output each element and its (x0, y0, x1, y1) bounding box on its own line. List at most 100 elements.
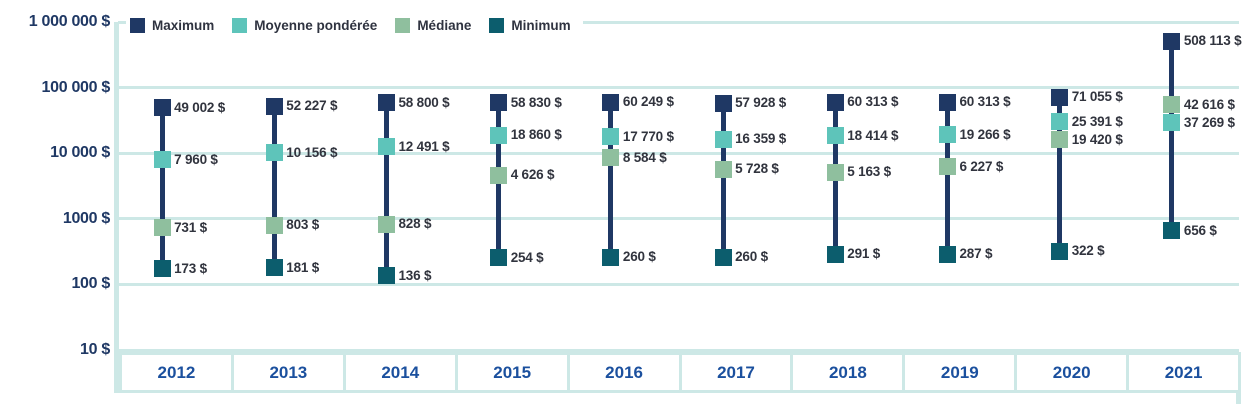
gridline (118, 151, 1239, 155)
year-cell-2013: 2013 (233, 355, 346, 390)
marker-mediane-2016 (602, 149, 620, 166)
y-axis-tick-label: 100 000 $ (41, 78, 111, 96)
legend-label: Maximum (152, 18, 215, 33)
legend-item-moyenne-ponderee: Moyenne pondérée (232, 18, 377, 33)
marker-moyenne-ponderee-2012 (153, 151, 171, 169)
year-cell-2020: 2020 (1017, 355, 1130, 390)
y-axis-tick-label: 100 $ (71, 275, 110, 293)
value-label-minimum-2021: 656 $ (1183, 222, 1217, 238)
marker-mediane-2013 (265, 216, 283, 234)
marker-maximum-2021 (1163, 32, 1181, 50)
value-label-moyenne-ponderee-2014: 12 491 $ (398, 138, 450, 154)
value-label-maximum-2017: 57 928 $ (735, 95, 787, 111)
marker-minimum-2015 (490, 249, 508, 267)
value-label-moyenne-ponderee-2018: 18 414 $ (847, 127, 899, 143)
legend-swatch-mediane (395, 18, 411, 33)
legend-swatch-minimum (489, 18, 505, 33)
value-label-maximum-2012: 49 002 $ (174, 99, 226, 115)
year-cell-2014: 2014 (345, 355, 458, 390)
marker-minimum-2018 (826, 245, 844, 263)
marker-mediane-2019 (939, 158, 956, 176)
value-label-minimum-2012: 173 $ (174, 260, 207, 276)
value-label-minimum-2013: 181 $ (286, 259, 320, 275)
year-cell-2018: 2018 (793, 355, 906, 390)
value-label-moyenne-ponderee-2019: 19 266 $ (959, 126, 1011, 142)
value-label-minimum-2018: 291 $ (847, 246, 881, 261)
value-label-mediane-2017: 5 728 $ (735, 161, 779, 177)
value-label-minimum-2017: 260 $ (735, 249, 768, 265)
marker-moyenne-ponderee-2014 (378, 138, 395, 156)
marker-maximum-2017 (714, 94, 732, 112)
candle-line-2020 (1057, 97, 1063, 251)
value-label-maximum-2021: 508 113 $ (1183, 33, 1242, 49)
marker-minimum-2012 (153, 260, 171, 278)
marker-moyenne-ponderee-2015 (490, 126, 508, 144)
legend-label: Minimum (511, 18, 571, 33)
marker-maximum-2019 (939, 93, 956, 111)
value-label-moyenne-ponderee-2020: 25 391 $ (1071, 113, 1123, 129)
legend-swatch-moyenne-ponderee (232, 18, 248, 33)
legend-swatch-maximum (130, 18, 145, 33)
value-label-mediane-2012: 731 $ (174, 219, 207, 235)
gridline (118, 348, 1239, 352)
marker-moyenne-ponderee-2013 (265, 144, 283, 162)
marker-minimum-2014 (378, 267, 395, 285)
legend-item-maximum: Maximum (130, 18, 214, 33)
value-label-maximum-2014: 58 800 $ (398, 94, 450, 110)
year-cell-2012: 2012 (122, 355, 234, 390)
marker-moyenne-ponderee-2016 (602, 128, 620, 146)
marker-maximum-2018 (826, 93, 844, 111)
marker-maximum-2012 (153, 99, 171, 117)
value-label-mediane-2014: 828 $ (398, 216, 432, 232)
marker-moyenne-ponderee-2020 (1051, 113, 1069, 130)
marker-maximum-2013 (265, 97, 283, 115)
value-label-minimum-2016: 260 $ (622, 249, 656, 265)
marker-mediane-2018 (826, 163, 844, 181)
value-label-minimum-2015: 254 $ (510, 249, 544, 265)
value-label-moyenne-ponderee-2015: 18 860 $ (510, 127, 562, 143)
value-label-mediane-2019: 6 227 $ (959, 158, 1004, 174)
marker-maximum-2014 (378, 94, 395, 112)
value-label-moyenne-ponderee-2016: 17 770 $ (622, 128, 674, 144)
marker-minimum-2019 (939, 245, 956, 263)
marker-moyenne-ponderee-2018 (826, 127, 844, 145)
value-label-maximum-2019: 60 313 $ (959, 94, 1011, 109)
value-label-mediane-2015: 4 626 $ (510, 167, 555, 183)
gridline (118, 217, 1239, 221)
value-label-moyenne-ponderee-2021: 37 269 $ (1183, 114, 1235, 130)
value-label-mediane-2016: 8 584 $ (622, 149, 667, 165)
value-label-maximum-2013: 52 227 $ (286, 98, 338, 114)
value-label-mediane-2020: 19 420 $ (1071, 131, 1123, 147)
candle-line-2013 (271, 106, 277, 268)
value-label-moyenne-ponderee-2012: 7 960 $ (174, 151, 218, 167)
marker-minimum-2016 (602, 248, 620, 266)
legend: Maximum Moyenne pondérée Médiane Minimum (126, 14, 583, 37)
value-label-mediane-2013: 803 $ (286, 217, 320, 233)
marker-mediane-2021 (1163, 96, 1181, 114)
value-label-moyenne-ponderee-2017: 16 359 $ (735, 131, 787, 147)
y-axis-line (114, 22, 119, 393)
value-label-maximum-2018: 60 313 $ (847, 94, 899, 109)
value-label-minimum-2014: 136 $ (398, 267, 432, 283)
year-cell-2017: 2017 (681, 355, 794, 390)
value-label-moyenne-ponderee-2013: 10 156 $ (286, 144, 338, 160)
marker-mediane-2012 (153, 219, 171, 237)
year-cell-2015: 2015 (457, 355, 570, 390)
value-label-maximum-2015: 58 830 $ (510, 94, 562, 110)
candle-line-2021 (1169, 41, 1175, 231)
legend-item-mediane: Médiane (395, 18, 471, 33)
gridline (118, 282, 1239, 286)
candle-line-2019 (945, 102, 950, 255)
marker-maximum-2020 (1051, 88, 1069, 106)
y-axis-tick-label: 1000 $ (62, 209, 110, 227)
value-label-mediane-2021: 42 616 $ (1183, 96, 1235, 112)
marker-mediane-2017 (714, 160, 732, 178)
x-axis-year-row: 2012 2013 2014 2015 2016 2017 2018 2019 2020 2021 (119, 352, 1241, 393)
marker-mediane-2020 (1051, 131, 1069, 148)
y-axis-tick-label: 10 000 $ (50, 144, 110, 162)
marker-minimum-2013 (265, 259, 283, 276)
candle-line-2017 (720, 103, 726, 258)
year-cell-2019: 2019 (905, 355, 1018, 390)
legend-label: Médiane (417, 18, 472, 33)
